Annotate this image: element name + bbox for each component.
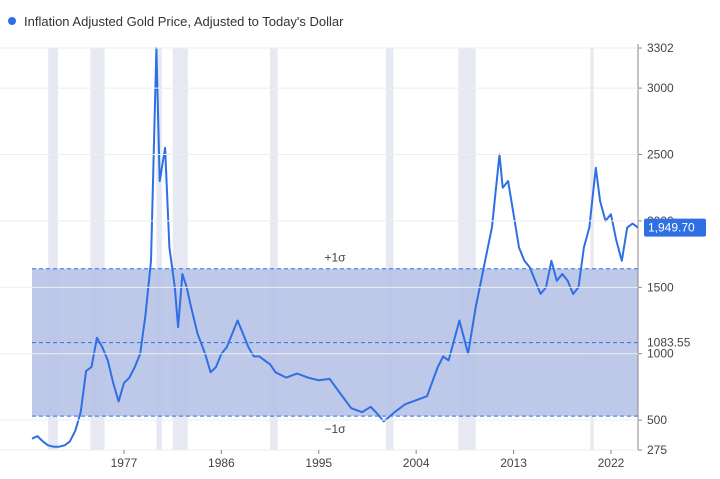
x-tick-label-5: 2022 [598, 456, 625, 470]
y-tick-label-2: 1000 [647, 347, 674, 361]
legend: Inflation Adjusted Gold Price, Adjusted … [8, 10, 343, 32]
recession-bar-4 [270, 48, 278, 450]
last-value-label: 1,949.70 [648, 221, 695, 235]
y-tick-label-3: 1500 [647, 280, 674, 294]
x-tick-label-2: 1995 [305, 456, 332, 470]
last-value-badge-bg [644, 218, 706, 237]
mean-value-label: 1083.55 [647, 336, 691, 350]
y-tick-label-0: 275 [647, 443, 667, 457]
x-tick-label-0: 1977 [111, 456, 138, 470]
last-value-badge: 1,949.70 [644, 218, 706, 237]
series-line-gold-price [31, 47, 639, 448]
recession-bar-5 [385, 48, 394, 450]
y-axis-ticks: 275500100015002000250030003302 [0, 41, 674, 457]
legend-label: Inflation Adjusted Gold Price, Adjusted … [24, 13, 344, 29]
legend-dot-icon [8, 17, 16, 25]
x-tick-label-4: 2013 [500, 456, 527, 470]
x-tick-label-3: 2004 [403, 456, 430, 470]
x-tick-label-1: 1986 [208, 456, 235, 470]
y-tick-label-1: 500 [647, 413, 667, 427]
y-tick-label-5: 2500 [647, 148, 674, 162]
y-tick-label-7: 3302 [647, 41, 674, 55]
y-tick-label-6: 3000 [647, 81, 674, 95]
x-axis-ticks: 1977 1986 1995 2004 2013 2022 [111, 450, 625, 470]
recession-bar-7 [590, 48, 594, 450]
lower-sigma-label: −1σ [324, 422, 346, 436]
recession-bar-0 [48, 48, 58, 450]
recession-bar-2 [156, 48, 162, 450]
upper-sigma-label: +1σ [324, 251, 346, 265]
